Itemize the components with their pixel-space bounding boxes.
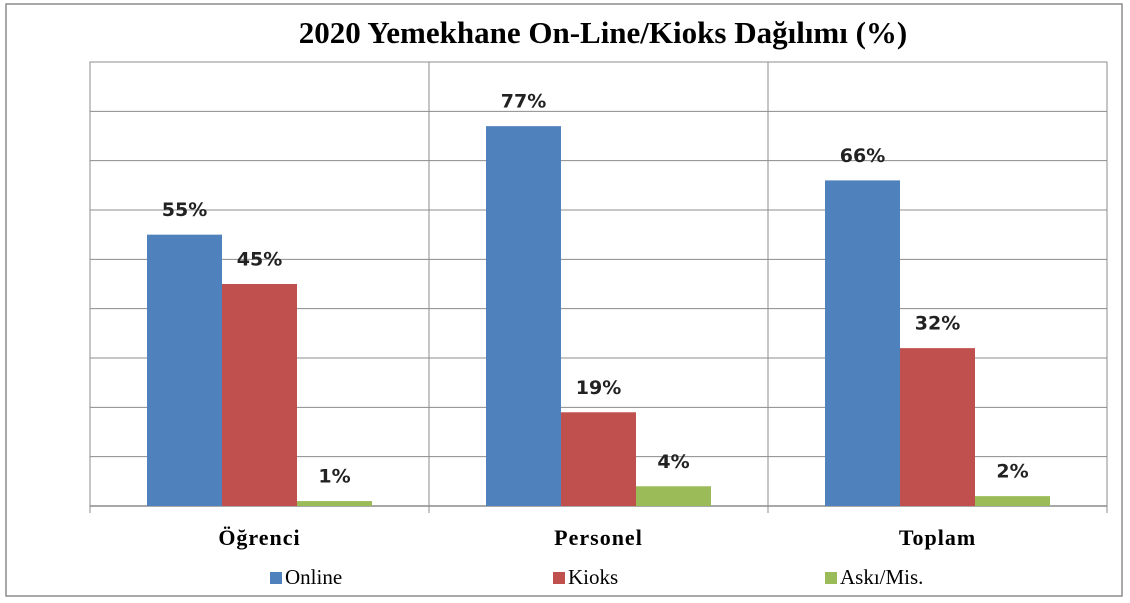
value-label: 45% xyxy=(237,249,282,271)
bar xyxy=(900,348,975,506)
value-label: 19% xyxy=(576,377,621,399)
x-tick-label: Toplam xyxy=(899,525,976,550)
value-label: 77% xyxy=(501,91,546,113)
x-tick-label: Personel xyxy=(554,525,643,550)
x-tick-label: Öğrenci xyxy=(218,525,300,550)
value-label: 32% xyxy=(915,313,960,335)
legend-swatch xyxy=(553,572,565,584)
value-label: 66% xyxy=(840,145,885,167)
bar xyxy=(147,234,222,506)
value-label: 4% xyxy=(657,451,689,473)
bar xyxy=(825,180,900,506)
legend-label: Askı/Mis. xyxy=(840,565,923,589)
bar xyxy=(636,486,711,506)
bar xyxy=(297,501,372,506)
bar xyxy=(975,496,1050,506)
legend-swatch xyxy=(825,572,837,584)
chart-title: 2020 Yemekhane On-Line/Kioks Dağılımı (%… xyxy=(299,15,908,50)
bar xyxy=(222,284,297,506)
value-label: 2% xyxy=(996,461,1028,483)
legend-label: Online xyxy=(285,565,342,589)
value-label: 55% xyxy=(162,199,207,221)
legend-label: Kioks xyxy=(568,565,618,589)
value-label: 1% xyxy=(318,466,350,488)
legend-swatch xyxy=(270,572,282,584)
bar xyxy=(561,412,636,506)
bar xyxy=(486,126,561,506)
